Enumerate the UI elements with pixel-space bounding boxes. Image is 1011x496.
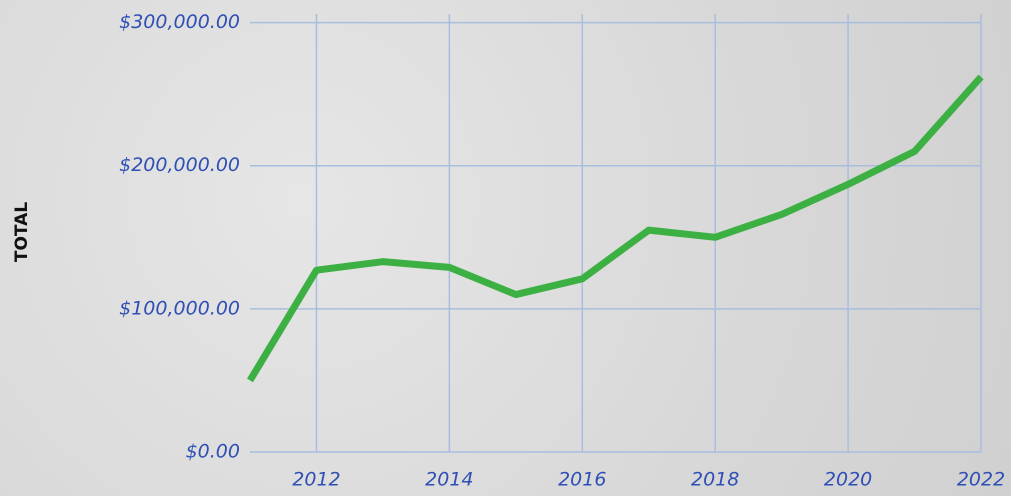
y-axis-label: TOTAL: [12, 202, 32, 262]
y-tick-label: $200,000.00: [119, 154, 240, 176]
x-tick-label: 2014: [425, 469, 473, 491]
y-tick-label: $0.00: [186, 441, 240, 463]
x-tick-label: 2018: [691, 469, 739, 491]
y-tick-label: $100,000.00: [119, 297, 240, 319]
x-tick-label: 2016: [558, 469, 606, 491]
line-series: [247, 74, 984, 383]
x-tick-label: 2020: [824, 469, 872, 491]
y-tick-label: $300,000.00: [119, 11, 240, 33]
x-tick-label: 2012: [292, 469, 340, 491]
x-tick-label: 2022: [957, 469, 1005, 491]
